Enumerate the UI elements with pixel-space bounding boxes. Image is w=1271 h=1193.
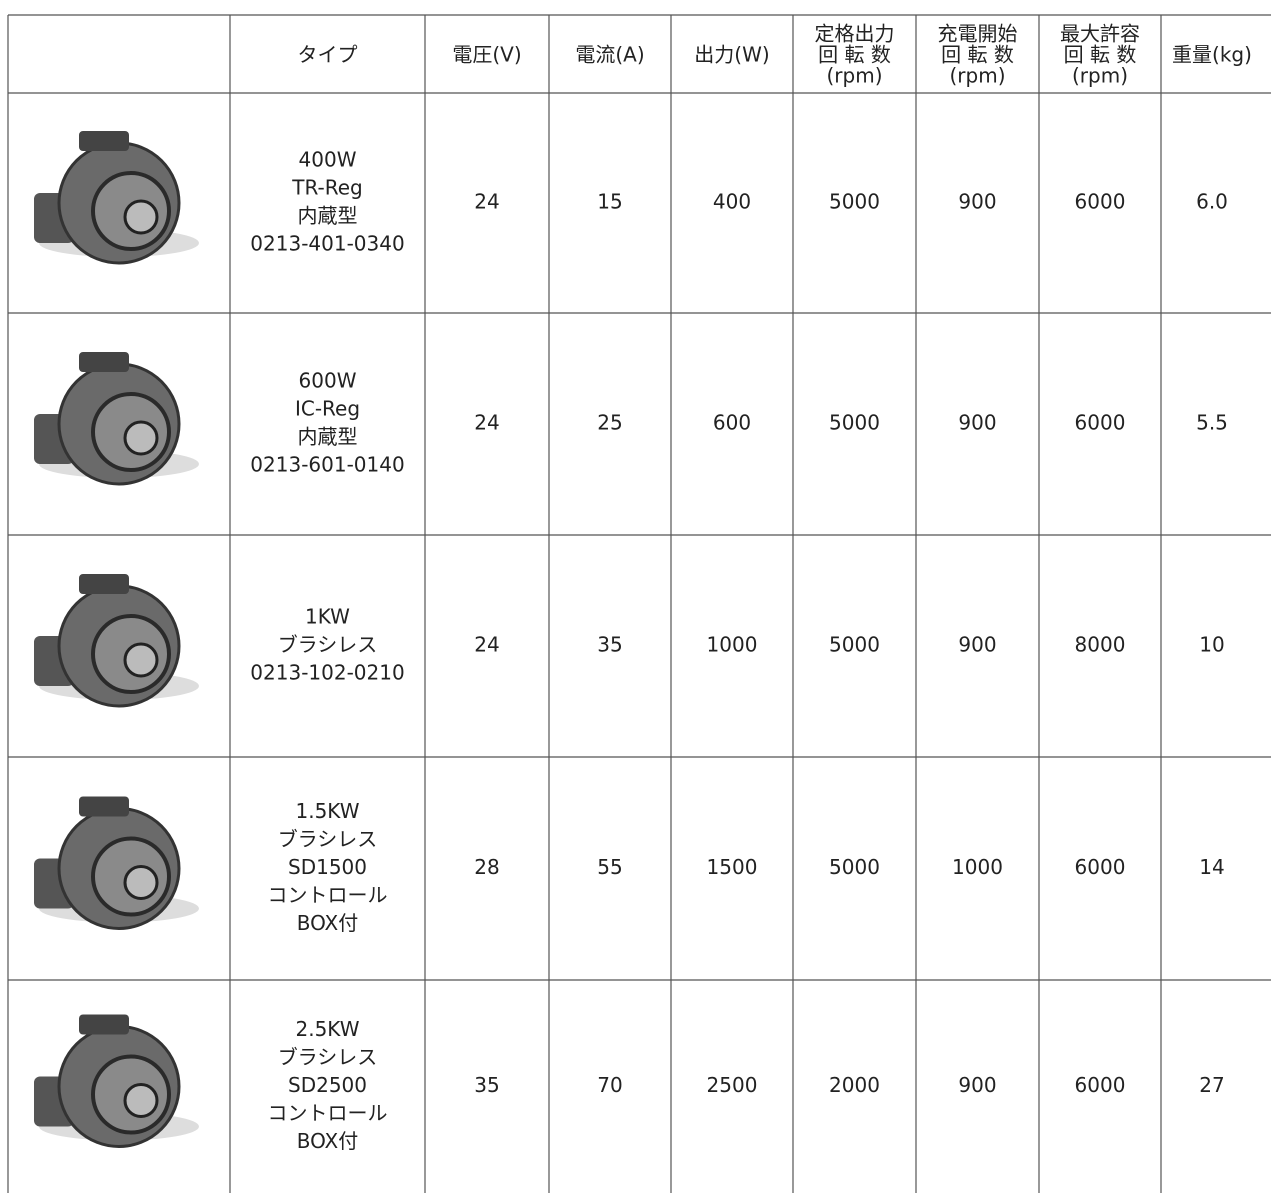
cell-value: 24: [474, 411, 499, 435]
product-pulley: [123, 865, 159, 900]
type-text: 600W: [299, 369, 357, 393]
cell-value: 10: [1199, 633, 1224, 657]
product-pulley: [123, 420, 159, 456]
type-text: SD2500: [288, 1073, 367, 1097]
product-image: [34, 352, 199, 486]
product-top: [79, 1014, 129, 1035]
type-text: 0213-401-0340: [250, 232, 404, 256]
header-text: 回 転 数: [818, 43, 891, 67]
product-top: [79, 796, 129, 817]
product-image: [34, 574, 199, 708]
product-image: [34, 796, 199, 930]
cell-value: 6.0: [1196, 190, 1228, 214]
type-text: 1KW: [305, 605, 350, 629]
type-text: 2.5KW: [296, 1017, 360, 1041]
type-text: ブラシレス: [278, 633, 378, 657]
product-image: [34, 1014, 199, 1148]
cell-value: 1000: [707, 633, 758, 657]
header-text: 電圧(V): [452, 43, 521, 67]
header-text: タイプ: [298, 43, 358, 67]
type-text: コントロール: [268, 1101, 388, 1125]
cell-value: 24: [474, 633, 499, 657]
header-text: 最大許容: [1060, 22, 1140, 46]
type-text: SD1500: [288, 855, 367, 879]
product-pulley: [123, 199, 159, 235]
product-top: [79, 131, 129, 151]
header-text: (rpm): [826, 64, 882, 88]
header-text: (rpm): [949, 64, 1005, 88]
header-text: 電流(A): [575, 43, 644, 67]
cell-value: 900: [958, 633, 996, 657]
cell-value: 6000: [1075, 855, 1126, 879]
cell-value: 5.5: [1196, 411, 1228, 435]
type-text: BOX付: [297, 911, 359, 935]
product-top: [79, 574, 129, 594]
type-text: ブラシレス: [278, 827, 378, 851]
cell-value: 70: [597, 1073, 622, 1097]
cell-value: 5000: [829, 855, 880, 879]
cell-value: 5000: [829, 411, 880, 435]
cell-value: 1500: [707, 855, 758, 879]
cell-value: 35: [597, 633, 622, 657]
cell-value: 600: [713, 411, 751, 435]
cell-value: 55: [597, 855, 622, 879]
cell-value: 5000: [829, 633, 880, 657]
type-text: コントロール: [268, 883, 388, 907]
product-image: [34, 131, 199, 265]
type-text: IC-Reg: [295, 397, 360, 421]
cell-value: 24: [474, 190, 499, 214]
cell-value: 15: [597, 190, 622, 214]
header-text: 出力(W): [694, 43, 769, 67]
header-text: 充電開始: [938, 22, 1018, 46]
cell-value: 6000: [1075, 190, 1126, 214]
header-text: 回 転 数: [941, 43, 1014, 67]
cell-value: 900: [958, 411, 996, 435]
type-text: 内蔵型: [298, 425, 358, 449]
cell-value: 400: [713, 190, 751, 214]
type-text: 0213-102-0210: [250, 661, 404, 685]
cell-value: 28: [474, 855, 499, 879]
cell-value: 1000: [952, 855, 1003, 879]
cell-value: 25: [597, 411, 622, 435]
header-text: (rpm): [1072, 64, 1128, 88]
header-text: 回 転 数: [1064, 43, 1137, 67]
cell-value: 14: [1199, 855, 1224, 879]
type-text: 内蔵型: [298, 204, 358, 228]
type-text: 400W: [299, 148, 357, 172]
cell-value: 5000: [829, 190, 880, 214]
type-text: 0213-601-0140: [250, 453, 404, 477]
cell-value: 6000: [1075, 1073, 1126, 1097]
type-text: BOX付: [297, 1129, 359, 1153]
cell-value: 900: [958, 1073, 996, 1097]
cell-value: 8000: [1075, 633, 1126, 657]
cell-value: 35: [474, 1073, 499, 1097]
header-text: 重量(kg): [1172, 43, 1252, 67]
type-text: 1.5KW: [296, 799, 360, 823]
product-top: [79, 352, 129, 372]
cell-value: 900: [958, 190, 996, 214]
cell-value: 27: [1199, 1073, 1224, 1097]
product-pulley: [123, 642, 159, 678]
type-text: ブラシレス: [278, 1045, 378, 1069]
product-pulley: [123, 1083, 159, 1118]
cell-value: 2000: [829, 1073, 880, 1097]
cell-value: 6000: [1075, 411, 1126, 435]
header-text: 定格出力: [815, 22, 895, 46]
type-text: TR-Reg: [291, 176, 363, 200]
cell-value: 2500: [707, 1073, 758, 1097]
